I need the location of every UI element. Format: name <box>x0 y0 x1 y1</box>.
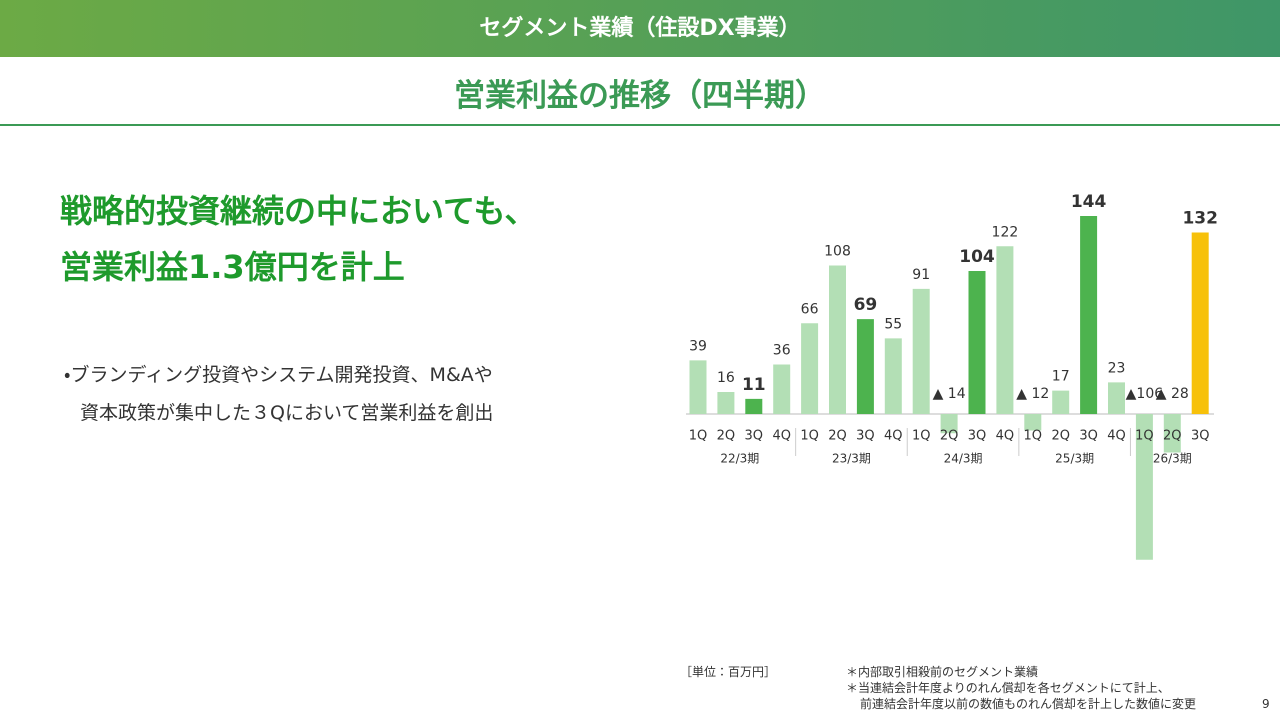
x-tick-label: 2Q <box>717 429 736 444</box>
note: 前連結会計年度以前の数値ものれん償却を計上した数値に変更 <box>860 697 1197 711</box>
bar <box>1108 382 1125 414</box>
x-tick-label: 1Q <box>689 429 708 444</box>
value-label: 144 <box>1071 192 1107 212</box>
x-tick-label: 3Q <box>1191 429 1210 444</box>
value-label: 104 <box>959 247 995 267</box>
group-label: 26/3期 <box>1153 452 1192 466</box>
subtitle: 営業利益の推移（四半期） <box>454 78 826 114</box>
x-tick-label: 3Q <box>856 429 875 444</box>
bullet: ・ブランディング投資やシステム開発投資、M&Aや <box>64 364 493 386</box>
x-tick-label: 1Q <box>1135 429 1154 444</box>
value-label: 17 <box>1052 369 1070 385</box>
page-number: 9 <box>1262 697 1270 711</box>
x-tick-label: 2Q <box>1163 429 1182 444</box>
bar <box>801 323 819 414</box>
x-tick-label: 4Q <box>772 429 791 444</box>
header: セグメント業績（住設DX事業） <box>0 0 1280 57</box>
value-label: 36 <box>773 343 791 359</box>
headline: 戦略的投資継続の中においても、 <box>60 192 537 230</box>
group-label: 24/3期 <box>944 452 983 466</box>
value-label: 91 <box>912 267 930 283</box>
bar <box>968 271 986 414</box>
note: ＊当連結会計年度よりのれん償却を各セグメントにて計上、 <box>846 681 1170 695</box>
note: ＊内部取引相殺前のセグメント業績 <box>846 665 1039 679</box>
value-label: 122 <box>992 224 1019 240</box>
x-tick-label: 1Q <box>912 429 931 444</box>
bar <box>1024 414 1042 431</box>
bar <box>1191 232 1209 414</box>
bar <box>689 360 707 414</box>
unit-note: ［単位：百万円］ <box>680 665 777 679</box>
x-tick-label: 2Q <box>1051 429 1070 444</box>
value-label: 16 <box>717 370 735 386</box>
group-label: 23/3期 <box>832 452 871 466</box>
value-label: 23 <box>1108 360 1126 376</box>
value-label: ▲ 28 <box>1156 386 1189 402</box>
bar <box>884 338 902 414</box>
bar <box>1052 390 1070 414</box>
x-tick-label: 3Q <box>968 429 987 444</box>
x-tick-label: 4Q <box>884 429 903 444</box>
x-tick-label: 4Q <box>1107 429 1126 444</box>
value-label: 66 <box>801 301 819 317</box>
value-label: 69 <box>854 295 878 315</box>
value-label: ▲ 14 <box>933 386 966 402</box>
bar <box>1080 216 1098 414</box>
bar <box>856 319 874 414</box>
value-label: 132 <box>1182 209 1218 229</box>
rule <box>0 124 1280 126</box>
x-tick-label: 2Q <box>940 429 959 444</box>
x-tick-label: 3Q <box>1079 429 1098 444</box>
x-tick-label: 1Q <box>800 429 819 444</box>
bar <box>940 414 958 434</box>
bar <box>717 392 735 414</box>
value-label: 39 <box>689 338 707 354</box>
value-label: 108 <box>824 244 851 260</box>
x-tick-label: 2Q <box>828 429 847 444</box>
x-tick-label: 3Q <box>745 429 764 444</box>
group-label: 22/3期 <box>720 452 759 466</box>
bullet: 資本政策が集中した３Qにおいて営業利益を創出 <box>80 402 494 424</box>
value-label: 55 <box>884 316 902 332</box>
bar <box>912 288 930 414</box>
x-tick-label: 1Q <box>1024 429 1043 444</box>
value-label: 11 <box>742 375 766 395</box>
bar <box>773 364 791 414</box>
x-tick-label: 4Q <box>996 429 1015 444</box>
bar <box>745 398 763 414</box>
bar <box>1163 414 1181 453</box>
bar <box>1135 414 1153 560</box>
value-label: ▲ 12 <box>1016 386 1049 402</box>
bar <box>829 265 846 414</box>
headline: 営業利益1.3億円を計上 <box>60 248 405 286</box>
bar <box>996 246 1014 414</box>
group-label: 25/3期 <box>1055 452 1094 466</box>
value-label: ▲106 <box>1126 386 1164 402</box>
